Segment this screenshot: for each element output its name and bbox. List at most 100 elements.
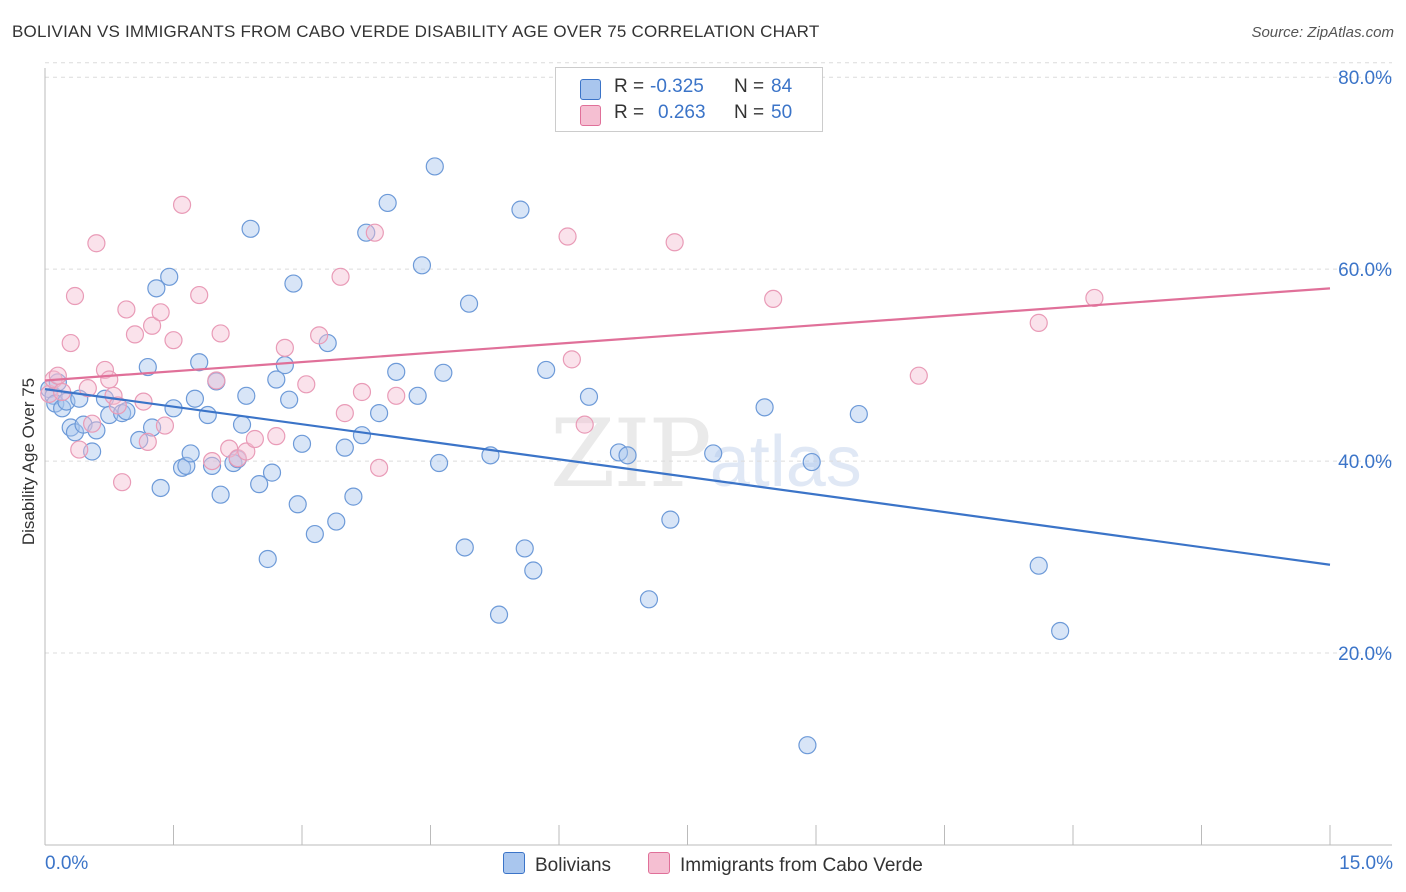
bolivians-point: [1029, 556, 1048, 575]
cabo-verde-point: [297, 375, 316, 394]
bolivians-point: [202, 456, 222, 475]
cabo-verde-point: [207, 371, 226, 390]
bolivians-point: [618, 446, 637, 465]
cabo-verde-point: [78, 379, 97, 398]
bolivians-point: [190, 353, 209, 372]
bolivians-point: [181, 444, 200, 463]
cabo-verde-trend-line: [44, 287, 1331, 382]
bolivians-point: [434, 363, 453, 382]
bolivians-point: [579, 387, 599, 406]
cabo-verde-point: [331, 267, 350, 286]
bolivians-point: [1051, 621, 1070, 641]
bolivians-point: [387, 362, 406, 381]
r-label: R =: [614, 102, 645, 123]
bolivians-point: [292, 434, 312, 453]
cabo-verde-point: [155, 416, 175, 435]
cabo-verde-point: [151, 303, 170, 322]
cabo-verde-point: [138, 432, 157, 452]
source-label: Source: ZipAtlas.com: [1251, 24, 1394, 41]
n-value: 84: [771, 76, 793, 97]
chart-title: BOLIVIAN VS IMMIGRANTS FROM CABO VERDE D…: [12, 22, 820, 41]
x-tick-label: 15.0%: [1339, 853, 1393, 874]
bolivians-point: [344, 487, 363, 506]
cabo-verde-point: [370, 458, 389, 477]
r-value: -0.325: [650, 76, 704, 97]
bolivians-point: [267, 370, 286, 389]
cabo-verde-point: [142, 316, 162, 335]
watermark-zip: ZIP: [550, 400, 712, 509]
cabo-verde-point: [117, 300, 136, 319]
watermark: ZIPatlas: [550, 400, 862, 509]
bolivians-point: [849, 404, 868, 424]
cabo-verde-point: [211, 324, 230, 343]
cabo-verde-point: [1029, 313, 1048, 332]
bolivians-point: [802, 452, 821, 472]
bolivians-point: [455, 538, 474, 557]
cabo-verde-point: [909, 366, 928, 385]
y-tick-label: 80.0%: [1338, 68, 1392, 89]
bolivians-point: [511, 200, 530, 219]
bolivians-point: [489, 605, 509, 624]
cabo-verde-point: [275, 338, 294, 357]
bolivians-point: [661, 510, 680, 529]
bolivians-point: [262, 463, 282, 482]
bolivians-point: [370, 404, 389, 423]
bolivians-point: [378, 193, 397, 213]
cabo-verde-point: [172, 195, 192, 214]
cabo-verde-point: [562, 350, 581, 369]
cabo-verde-point: [237, 442, 256, 461]
n-value: 50: [771, 102, 793, 123]
cabo-verde-point: [83, 414, 102, 433]
cabo-verde-point: [87, 234, 106, 253]
cabo-verde-point: [202, 451, 222, 471]
bolivians-point: [335, 438, 354, 457]
cabo-verde-point: [95, 360, 115, 380]
bolivians-point: [425, 157, 444, 176]
bottom-legend-cabo-verde: Immigrants from Cabo Verde: [648, 852, 923, 877]
cabo-verde-point: [1085, 288, 1104, 308]
bolivians-point: [151, 478, 170, 498]
cabo-verde-point: [365, 223, 384, 242]
bolivians-point: [352, 426, 372, 445]
bolivians-point: [185, 389, 205, 408]
cabo-verde-point: [335, 404, 354, 423]
cabo-verde-point: [61, 333, 80, 353]
cabo-verde-point: [48, 366, 67, 385]
y-tick-label: 60.0%: [1338, 260, 1392, 281]
bolivians-point: [429, 453, 449, 473]
bolivians-point: [237, 386, 256, 405]
bolivians-point: [524, 561, 543, 580]
bolivians-point: [211, 485, 230, 504]
bolivians-point: [258, 549, 277, 569]
cabo-verde-point: [112, 473, 132, 492]
cabo-verde-point: [575, 415, 594, 434]
bolivians-legend-swatch: [503, 852, 525, 874]
bolivians-point: [138, 357, 157, 377]
cabo-verde-swatch: [580, 105, 601, 126]
y-tick-label: 20.0%: [1338, 644, 1392, 665]
cabo-verde-legend-label: Immigrants from Cabo Verde: [680, 855, 923, 876]
cabo-verde-point: [65, 286, 85, 306]
y-axis-label: Disability Age Over 75: [19, 378, 38, 545]
bolivians-point: [704, 444, 723, 463]
bolivians-point: [232, 415, 252, 434]
y-tick-label: 40.0%: [1338, 452, 1392, 473]
cabo-verde-point: [164, 331, 183, 350]
bolivians-point: [327, 512, 346, 531]
cabo-verde-point: [245, 429, 264, 449]
bolivians-swatch: [580, 79, 601, 100]
bolivians-point: [147, 279, 166, 298]
bolivians-point: [459, 294, 479, 313]
bolivians-point: [639, 590, 659, 609]
x-tick-label: 0.0%: [45, 853, 88, 874]
cabo-verde-point: [267, 427, 286, 446]
bolivians-point: [288, 495, 307, 514]
cabo-verde-point: [352, 382, 372, 402]
bolivians-point: [275, 356, 294, 375]
bolivians-point: [515, 539, 534, 558]
bolivians-point: [408, 386, 427, 405]
cabo-verde-point: [125, 325, 145, 344]
bolivians-legend-label: Bolivians: [535, 855, 612, 876]
bolivians-point: [755, 398, 774, 417]
